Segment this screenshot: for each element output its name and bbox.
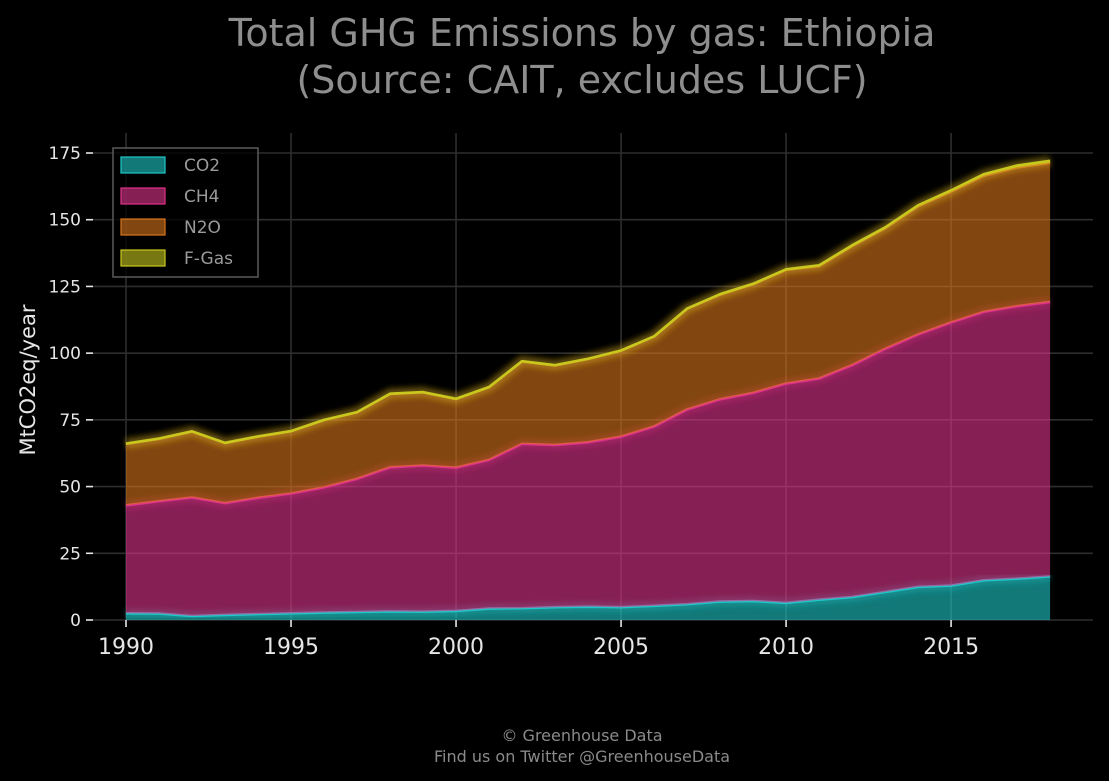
y-tick-label-100: 100 bbox=[49, 344, 81, 364]
y-tick-label-0: 0 bbox=[70, 611, 81, 631]
legend-swatch-n2o bbox=[120, 218, 166, 236]
stacked-areas bbox=[125, 155, 1051, 622]
line-f-gas bbox=[125, 159, 1051, 445]
area-n2o bbox=[126, 162, 1051, 506]
legend-label-co2: CO2 bbox=[184, 156, 220, 176]
legend-label-ch4: CH4 bbox=[184, 187, 219, 207]
y-axis-label: MtCO2eq/year bbox=[16, 304, 40, 455]
legend-swatch-f-gas bbox=[120, 249, 166, 267]
x-tick-label-2010: 2010 bbox=[758, 635, 814, 660]
chart-title: Total GHG Emissions by gas: Ethiopia (So… bbox=[228, 11, 936, 102]
footer-twitter: Find us on Twitter @GreenhouseData bbox=[434, 747, 730, 766]
legend-swatch-co2 bbox=[120, 156, 166, 174]
x-tick-label-2005: 2005 bbox=[593, 635, 649, 660]
area-co2 bbox=[126, 576, 1051, 620]
y-tick-label-50: 50 bbox=[59, 478, 81, 498]
x-tick-label-2015: 2015 bbox=[923, 635, 979, 660]
footer-copyright: © Greenhouse Data bbox=[501, 726, 662, 745]
x-tick-label-2000: 2000 bbox=[428, 635, 484, 660]
y-tick-label-125: 125 bbox=[49, 277, 81, 297]
x-tick-label-1995: 1995 bbox=[263, 635, 319, 660]
legend: CO2 CH4 N2O F-Gas bbox=[112, 147, 259, 278]
chart-title-line-2: (Source: CAIT, excludes LUCF) bbox=[296, 58, 867, 102]
y-tick-label-75: 75 bbox=[59, 411, 81, 431]
footer: © Greenhouse Data Find us on Twitter @Gr… bbox=[434, 726, 730, 766]
y-tick-label-175: 175 bbox=[49, 144, 81, 164]
y-tick-label-25: 25 bbox=[59, 544, 81, 564]
legend-label-n2o: N2O bbox=[184, 218, 221, 238]
y-tick-label-150: 150 bbox=[49, 211, 81, 231]
legend-label-f-gas: F-Gas bbox=[184, 249, 233, 269]
axes: 1990 1995 2000 2005 2010 2015 0 25 50 75 100 125 150… bbox=[49, 144, 980, 660]
legend-swatch-ch4 bbox=[120, 187, 166, 205]
chart-title-line-1: Total GHG Emissions by gas: Ethiopia bbox=[228, 11, 936, 55]
x-tick-label-1990: 1990 bbox=[98, 635, 154, 660]
